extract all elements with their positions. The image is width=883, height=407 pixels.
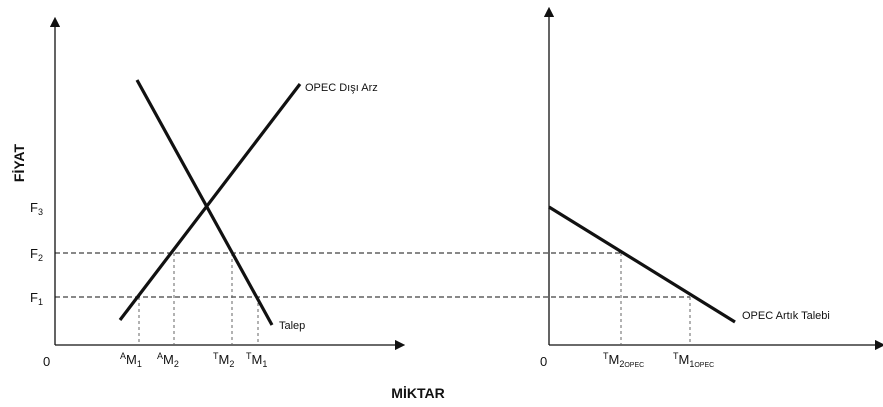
y-axis-title: FİYAT (11, 143, 27, 182)
price-label-f2: F2 (30, 246, 43, 263)
opec-disi-arz-curve (118, 83, 302, 321)
talep-curve (135, 79, 274, 326)
price-label-f1: F1 (30, 290, 43, 307)
quantity-label-tm2: TM2 (213, 351, 234, 369)
quantity-label-tm1-opec: TM1OPEC (673, 351, 714, 369)
quantity-label-am1: AM1 (120, 351, 142, 369)
demand-curve-label: Talep (279, 320, 305, 332)
price-label-f3: F3 (30, 200, 43, 217)
right-origin: 0 (540, 354, 547, 369)
supply-curve-label: OPEC Dışı Arz (305, 82, 378, 94)
quantity-label-tm1: TM1 (246, 351, 267, 369)
residual-demand-curve-label: OPEC Artık Talebi (742, 310, 830, 322)
quantity-label-tm2-opec: TM2OPEC (603, 351, 644, 369)
quantity-label-am2: AM2 (157, 351, 179, 369)
opec-artik-talebi-curve (548, 205, 736, 324)
left-origin: 0 (43, 354, 50, 369)
x-axis-title: MİKTAR (391, 385, 444, 401)
